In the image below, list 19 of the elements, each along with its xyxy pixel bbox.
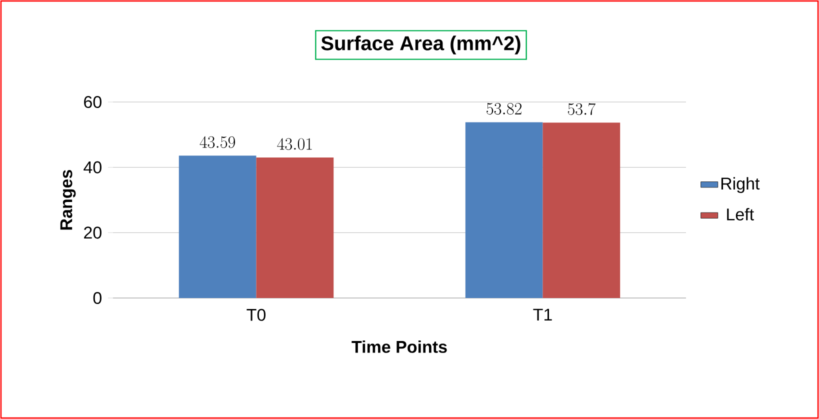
legend-label: Left (727, 208, 754, 220)
y-axis-title: Ranges (60, 170, 76, 230)
x-axis-title: Time Points (352, 340, 447, 353)
bar (256, 158, 334, 298)
legend-label: Right (721, 177, 760, 193)
data-label: 53.82 (486, 102, 522, 115)
bar (178, 156, 256, 298)
y-tick-label: 60 (84, 96, 102, 108)
chart-title: Surface Area (mm^2) (321, 36, 520, 54)
y-tick-label: 20 (84, 226, 102, 239)
x-tick-label: T1 (533, 308, 552, 321)
bar (465, 122, 543, 298)
y-tick-label: 40 (84, 161, 102, 174)
x-tick-label: T0 (246, 308, 266, 321)
data-label: 43.01 (277, 138, 312, 150)
data-label: 43.59 (200, 136, 236, 148)
bar (542, 122, 620, 298)
y-tick-label: 0 (93, 292, 102, 304)
data-label: 53.7 (568, 103, 596, 115)
